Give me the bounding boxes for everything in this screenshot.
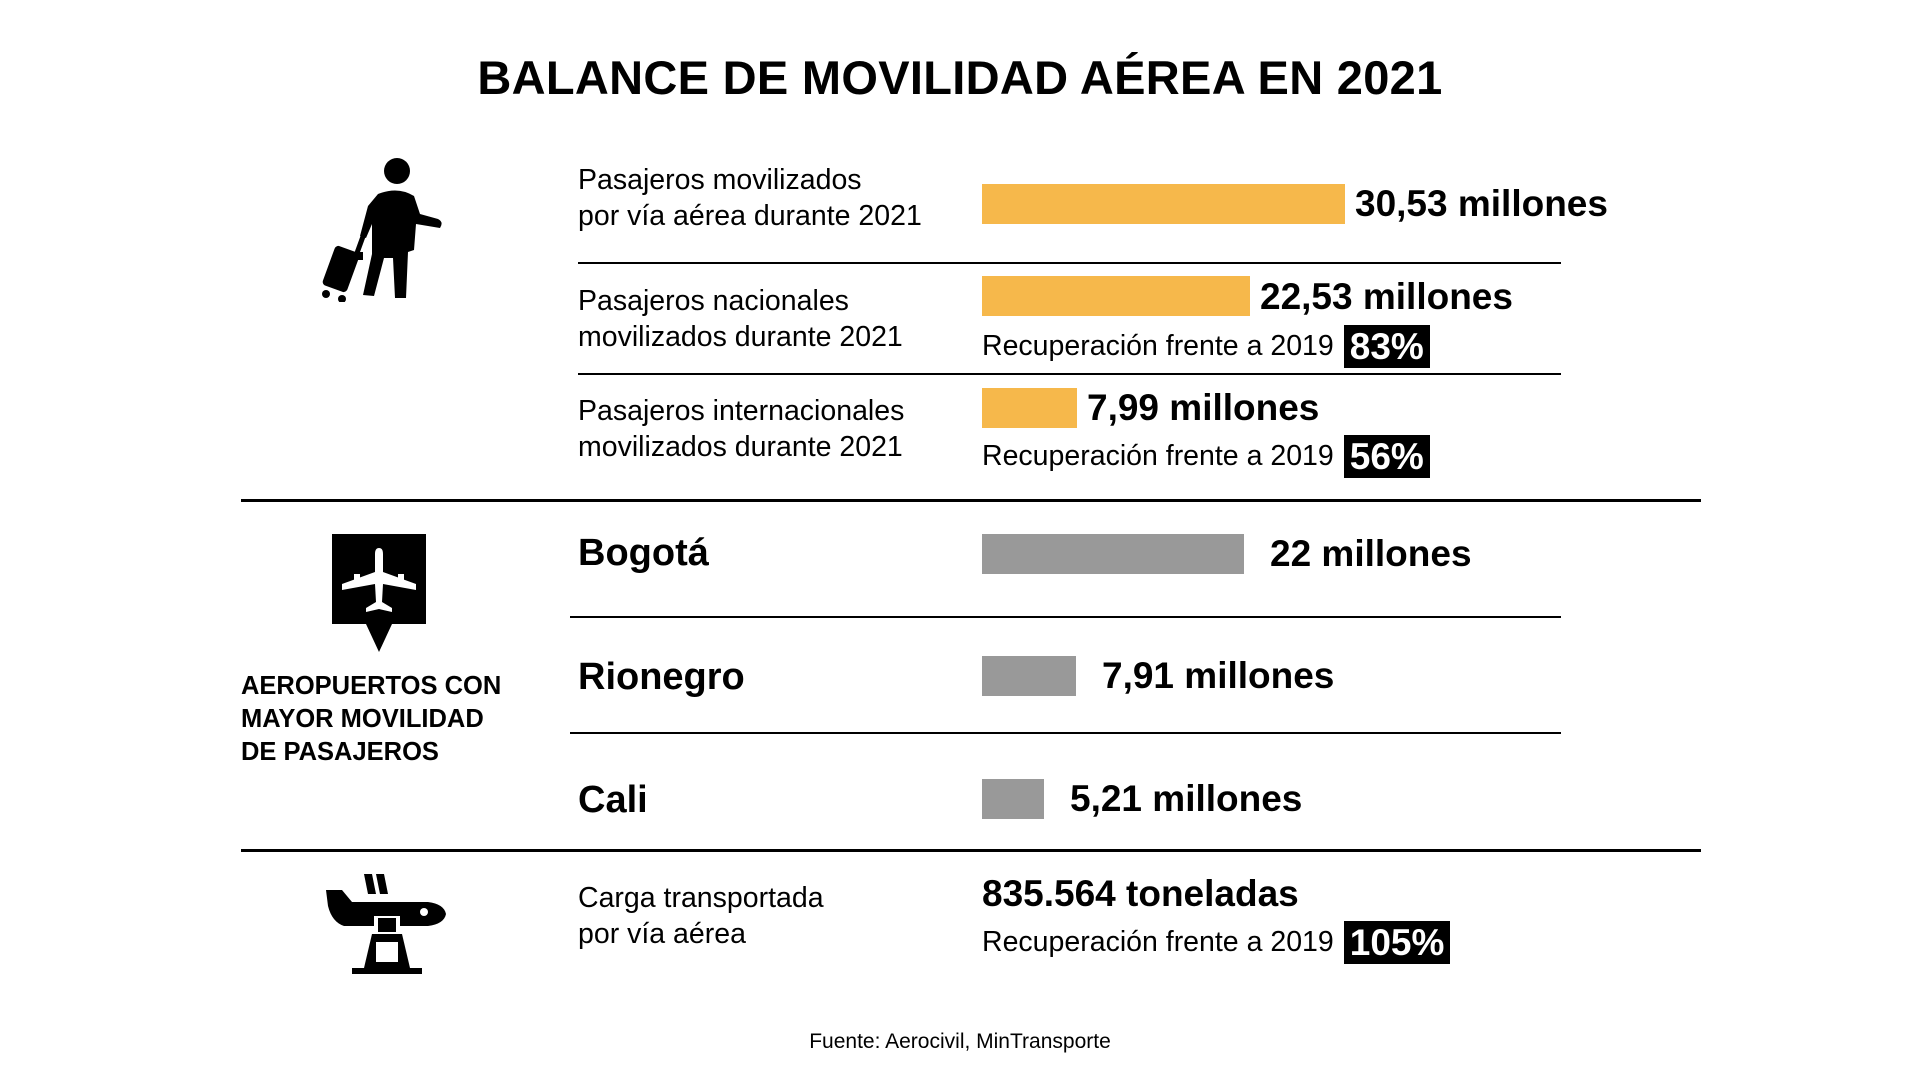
international-passengers-bar: [982, 388, 1077, 428]
airport-value-rionegro: 7,91 millones: [1102, 655, 1335, 696]
cargo-plane-icon: [324, 872, 448, 976]
total-passengers-label: Pasajeros movilizados por vía aérea dura…: [578, 162, 922, 234]
national-passengers-label: Pasajeros nacionales movilizados durante…: [578, 283, 903, 355]
national-recovery-badge: 83%: [1343, 324, 1430, 368]
international-passengers-label-line2: movilizados durante 2021: [578, 431, 903, 463]
total-passengers-label-line1: Pasajeros movilizados: [578, 164, 862, 196]
cargo-label-line2: por vía aérea: [578, 918, 746, 950]
national-recovery: Recuperación frente a 2019 83%: [982, 324, 1430, 368]
page-title: BALANCE DE MOVILIDAD AÉREA EN 2021: [477, 51, 1443, 104]
national-passengers-label-line2: movilizados durante 2021: [578, 321, 903, 353]
divider: [578, 262, 1561, 264]
source-note: Fuente: Aerocivil, MinTransporte: [809, 1030, 1111, 1053]
national-passengers-label-line1: Pasajeros nacionales: [578, 285, 849, 317]
airplane-pin-icon: [332, 534, 426, 652]
cargo-value: 835.564 toneladas: [982, 873, 1299, 914]
international-recovery-label: Recuperación frente a 2019: [982, 439, 1334, 472]
divider: [570, 616, 1561, 618]
airports-heading-line1: AEROPUERTOS CON: [241, 672, 502, 700]
airports-heading: AEROPUERTOS CON MAYOR MOVILIDAD DE PASAJ…: [241, 670, 501, 769]
cargo-label: Carga transportada por vía aérea: [578, 880, 824, 952]
international-passengers-value: 7,99 millones: [1087, 387, 1320, 428]
airport-name-cali: Cali: [578, 779, 648, 821]
airport-bar-cali: [982, 779, 1044, 819]
airport-bar-bogota: [982, 534, 1244, 574]
airports-heading-line3: DE PASAJEROS: [241, 738, 439, 766]
airport-value-bogota: 22 millones: [1270, 533, 1472, 574]
international-recovery-badge: 56%: [1343, 434, 1430, 478]
airport-name-rionegro: Rionegro: [578, 656, 745, 698]
divider: [578, 373, 1561, 375]
total-passengers-label-line2: por vía aérea durante 2021: [578, 200, 922, 232]
national-passengers-bar: [982, 276, 1250, 316]
national-recovery-label: Recuperación frente a 2019: [982, 329, 1334, 362]
airports-heading-line2: MAYOR MOVILIDAD: [241, 705, 484, 733]
international-recovery: Recuperación frente a 2019 56%: [982, 434, 1430, 478]
national-passengers-value: 22,53 millones: [1260, 276, 1513, 317]
traveler-with-luggage-icon: [316, 156, 444, 303]
divider: [570, 732, 1561, 734]
cargo-label-line1: Carga transportada: [578, 882, 824, 914]
total-passengers-value: 30,53 millones: [1355, 183, 1608, 224]
cargo-recovery: Recuperación frente a 2019 105%: [982, 920, 1451, 964]
section-divider: [241, 499, 1701, 502]
cargo-recovery-badge: 105%: [1343, 920, 1451, 964]
section-divider: [241, 849, 1701, 852]
international-passengers-label: Pasajeros internacionales movilizados du…: [578, 393, 904, 465]
total-passengers-bar: [982, 184, 1345, 224]
airport-value-cali: 5,21 millones: [1070, 778, 1303, 819]
airport-name-bogota: Bogotá: [578, 532, 709, 574]
cargo-recovery-label: Recuperación frente a 2019: [982, 925, 1334, 958]
airport-bar-rionegro: [982, 656, 1076, 696]
international-passengers-label-line1: Pasajeros internacionales: [578, 395, 905, 427]
